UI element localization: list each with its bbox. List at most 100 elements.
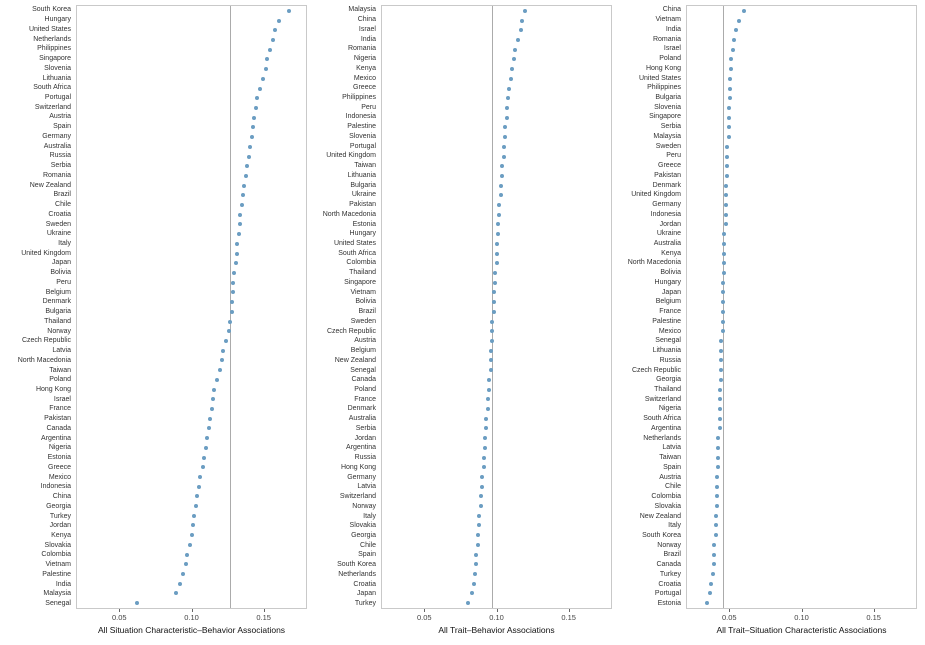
data-point xyxy=(252,115,257,120)
panel-trait-behavior: Malaysia China Israel India Romania Nigeria Ke… xyxy=(307,5,612,645)
data-point xyxy=(736,18,741,23)
data-point xyxy=(513,47,518,52)
country-label: Germany xyxy=(652,201,681,209)
country-label: Kenya xyxy=(51,532,71,540)
country-label: Norway xyxy=(352,502,376,510)
data-point xyxy=(242,183,247,188)
country-label: Vietnam xyxy=(350,288,376,296)
country-label: Hungary xyxy=(349,230,376,238)
plot-area xyxy=(381,5,612,609)
country-label: Greece xyxy=(658,162,681,170)
x-axis-title: All Situation Characteristic–Behavior As… xyxy=(97,625,286,635)
data-point xyxy=(720,309,725,314)
data-point xyxy=(720,329,725,334)
data-point xyxy=(265,57,270,62)
country-label: Germany xyxy=(347,473,376,481)
data-point xyxy=(249,135,254,140)
country-label: Serbia xyxy=(660,123,681,131)
country-label: Slovenia xyxy=(654,103,681,111)
country-label: Austria xyxy=(49,113,71,121)
country-label: Argentina xyxy=(651,424,681,432)
country-label: Croatia xyxy=(48,210,71,218)
x-tick-label: 0.10 xyxy=(184,613,199,622)
country-label: Austria xyxy=(659,473,681,481)
country-label: Palestine xyxy=(42,570,71,578)
country-label: Chile xyxy=(55,201,71,209)
data-point xyxy=(203,445,208,450)
data-point xyxy=(193,504,198,509)
data-point xyxy=(487,387,492,392)
data-point xyxy=(205,436,210,441)
country-label: Ukraine xyxy=(656,230,681,238)
data-point xyxy=(478,504,483,509)
country-label: Brazil xyxy=(663,551,681,559)
country-label: France xyxy=(659,308,681,316)
country-label: Italy xyxy=(363,512,376,520)
x-tick-label: 0.05 xyxy=(112,613,127,622)
data-point xyxy=(180,572,185,577)
country-label: Malaysia xyxy=(43,590,71,598)
data-point xyxy=(726,115,731,120)
country-label: Romania xyxy=(42,171,71,179)
data-point xyxy=(723,212,728,217)
data-point xyxy=(135,601,140,606)
data-point xyxy=(719,368,724,373)
country-label: Bolivia xyxy=(660,269,681,277)
x-axis-title: All Trait–Situation Characteristic Assoc… xyxy=(716,625,887,635)
panel-body: South Korea Hungary United States Netherlan… xyxy=(2,5,307,609)
x-tick-label: 0.10 xyxy=(794,613,809,622)
data-point xyxy=(243,173,248,178)
country-label: Slovenia xyxy=(44,64,71,72)
country-label: Canada xyxy=(351,376,376,384)
data-point xyxy=(465,601,470,606)
data-point xyxy=(251,125,256,130)
data-point xyxy=(198,474,203,479)
data-point xyxy=(729,57,734,62)
country-label: Australia xyxy=(43,142,71,150)
country-label: Russia xyxy=(354,454,376,462)
data-point xyxy=(717,406,722,411)
x-tick-mark xyxy=(873,609,875,612)
data-point xyxy=(725,173,730,178)
country-label: Georgia xyxy=(351,532,376,540)
country-label: Vietnam xyxy=(45,561,71,569)
country-label: Georgia xyxy=(46,502,71,510)
country-label: Latvia xyxy=(662,444,681,452)
panel-trait-situation: China Vietnam India Romania Israel Poland Hong… xyxy=(612,5,917,645)
country-label: Greece xyxy=(353,84,376,92)
country-label: Philippines xyxy=(342,93,376,101)
data-point xyxy=(239,203,244,208)
country-label: Chile xyxy=(665,483,681,491)
x-tick-mark xyxy=(119,609,121,612)
data-point xyxy=(732,37,737,42)
country-label: Hungary xyxy=(44,16,71,24)
data-point xyxy=(720,290,725,295)
data-point xyxy=(716,465,721,470)
data-point xyxy=(488,368,493,373)
data-point xyxy=(503,135,508,140)
country-label: Bulgaria xyxy=(350,181,376,189)
data-point xyxy=(220,348,225,353)
x-tick-label: 0.05 xyxy=(722,613,737,622)
country-label: United States xyxy=(333,239,376,247)
country-label: United Kingdom xyxy=(326,152,376,160)
data-point xyxy=(515,37,520,42)
country-label: Hong Kong xyxy=(340,463,376,471)
data-point xyxy=(508,76,513,81)
country-label: Estonia xyxy=(352,220,376,228)
data-point xyxy=(245,164,250,169)
country-label: Latvia xyxy=(52,347,71,355)
data-point xyxy=(490,319,495,324)
country-label: Ukraine xyxy=(46,230,71,238)
country-label: Denmark xyxy=(347,405,376,413)
country-label: Turkey xyxy=(659,570,681,578)
data-point xyxy=(200,465,205,470)
country-label: Israel xyxy=(53,395,71,403)
data-point xyxy=(497,203,502,208)
data-point xyxy=(212,387,217,392)
data-point xyxy=(501,144,506,149)
data-point xyxy=(494,251,499,256)
country-label: Germany xyxy=(42,132,71,140)
data-point xyxy=(495,222,500,227)
